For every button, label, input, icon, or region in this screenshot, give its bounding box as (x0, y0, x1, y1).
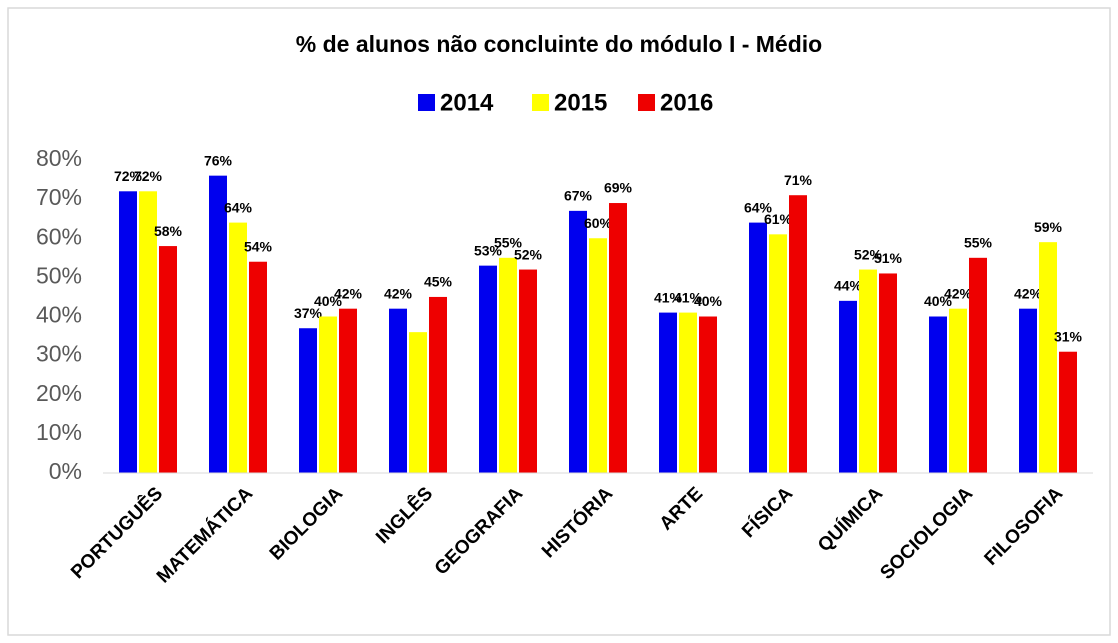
bar (569, 210, 587, 474)
value-label: 40% (924, 293, 953, 309)
bar (499, 257, 517, 473)
bar (299, 328, 317, 473)
value-label: 72% (134, 168, 163, 184)
bar (1059, 351, 1077, 473)
y-tick-label: 30% (36, 341, 82, 367)
bar (589, 238, 607, 473)
bar (209, 175, 227, 473)
value-label: 41% (654, 289, 683, 305)
value-label: 67% (564, 188, 593, 204)
legend-label: 2014 (440, 89, 494, 116)
value-label: 40% (694, 293, 723, 309)
bar (949, 308, 967, 473)
bar (749, 222, 767, 473)
bar (609, 203, 627, 473)
bar (839, 300, 857, 473)
value-label: 44% (834, 278, 863, 294)
bar (699, 316, 717, 473)
bar (139, 191, 157, 474)
chart-border (7, 7, 1111, 636)
value-label: 64% (224, 199, 253, 215)
value-label: 76% (204, 152, 233, 168)
bar (879, 273, 897, 473)
y-tick-label: 0% (49, 458, 82, 484)
value-label: 58% (154, 223, 183, 239)
bar (479, 265, 497, 473)
value-label: 45% (424, 274, 453, 290)
y-tick-label: 60% (36, 223, 82, 249)
bar (389, 308, 407, 473)
value-label: 71% (784, 172, 813, 188)
value-label: 40% (314, 293, 343, 309)
bar (1039, 242, 1057, 473)
value-label: 52% (854, 246, 883, 262)
legend-label: 2015 (554, 89, 607, 116)
value-label: 42% (384, 285, 413, 301)
value-label: 72% (114, 168, 143, 184)
chart-title: % de alunos não concluinte do módulo I -… (296, 31, 822, 57)
value-label: 55% (494, 235, 523, 251)
y-tick-label: 20% (36, 380, 82, 406)
value-label: 54% (244, 238, 273, 254)
bar (859, 269, 877, 473)
value-label: 41% (674, 289, 703, 305)
value-label: 42% (944, 285, 973, 301)
value-label: 53% (474, 242, 503, 258)
y-tick-label: 50% (36, 262, 82, 288)
bar (119, 191, 137, 474)
bar (769, 234, 787, 473)
bar (659, 312, 677, 473)
value-label: 64% (744, 199, 773, 215)
bar (519, 269, 537, 473)
y-tick-label: 80% (36, 145, 82, 171)
bar (159, 246, 177, 473)
value-label: 42% (1014, 285, 1043, 301)
bar (249, 261, 267, 473)
value-label: 59% (1034, 219, 1063, 235)
bar (969, 257, 987, 473)
legend-swatch (638, 94, 655, 111)
bar (229, 222, 247, 473)
bar (339, 308, 357, 473)
legend-swatch (418, 94, 435, 111)
bar (1019, 308, 1037, 473)
bar (929, 316, 947, 473)
value-label: 60% (584, 215, 613, 231)
legend-swatch (532, 94, 549, 111)
bar (319, 316, 337, 473)
y-tick-label: 10% (36, 419, 82, 445)
y-tick-label: 40% (36, 302, 82, 328)
value-label: 55% (964, 235, 993, 251)
legend-label: 2016 (660, 89, 713, 116)
value-label: 42% (334, 285, 363, 301)
bar (409, 332, 427, 473)
bar (429, 296, 447, 473)
value-label: 61% (764, 211, 793, 227)
value-label: 52% (514, 246, 543, 262)
value-label: 37% (294, 305, 323, 321)
value-label: 69% (604, 180, 633, 196)
y-tick-label: 70% (36, 184, 82, 210)
value-label: 51% (874, 250, 903, 266)
bar (679, 312, 697, 473)
value-label: 31% (1054, 328, 1083, 344)
bar (789, 195, 807, 473)
